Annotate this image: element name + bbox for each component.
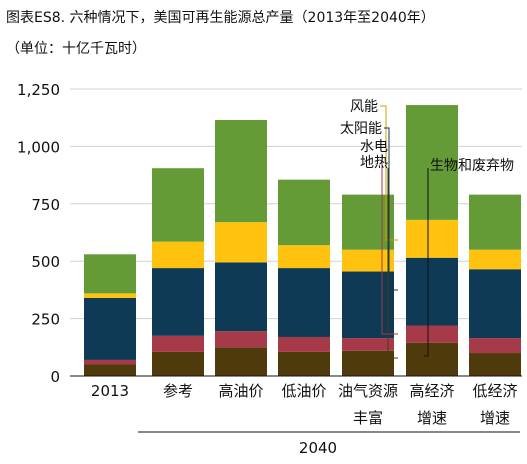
x-tick-label: 低经济	[472, 382, 517, 400]
bar-segment	[152, 335, 204, 352]
bar-segment	[342, 271, 394, 339]
y-tick-label: 500	[31, 253, 60, 271]
bar-segment	[278, 268, 330, 337]
bar-segment	[406, 257, 458, 326]
x-tick-label: 增速	[480, 409, 510, 427]
x-tick-label: 2013	[91, 382, 129, 400]
bar-segment	[469, 194, 521, 250]
bar-segment	[215, 331, 267, 348]
bar-segment	[215, 347, 267, 376]
legend-leader-biomass	[424, 168, 429, 357]
x-tick-label: 参考	[163, 382, 193, 400]
bar-segment	[469, 249, 521, 270]
y-tick-label: 1,250	[17, 81, 60, 99]
bars	[84, 105, 521, 376]
bar-segment	[84, 254, 136, 294]
chart-title: 图表ES8. 六种情况下，美国可再生能源总产量（2013年至2040年）	[6, 10, 435, 26]
bar-segment	[152, 351, 204, 376]
bar-segment	[406, 342, 458, 376]
bar-segment	[278, 336, 330, 352]
bar-segment	[215, 262, 267, 332]
y-tick-label: 250	[31, 311, 60, 329]
chart-subtitle: （单位：十亿千瓦时）	[6, 41, 146, 57]
legend-label-hydro: 水电	[360, 139, 388, 155]
legend-leader-solar	[384, 127, 398, 291]
legend-leader-hydro	[381, 154, 398, 335]
bar-segment	[152, 168, 204, 242]
bar-segment	[342, 249, 394, 272]
bar-segment	[278, 351, 330, 376]
x-tick-label: 增速	[417, 409, 447, 427]
bar-segment	[342, 350, 394, 376]
bar-segment	[152, 268, 204, 336]
bar-segment	[406, 105, 458, 220]
bar-segment	[84, 293, 136, 298]
legend-leader-geothermal	[387, 168, 398, 359]
bar-segment	[469, 269, 521, 339]
bar-segment	[406, 325, 458, 343]
bar-segment	[84, 359, 136, 365]
x-tick-label: 油气资源	[338, 382, 398, 400]
bar-segment	[469, 353, 521, 376]
bar-segment	[278, 245, 330, 269]
bar-segment	[406, 219, 458, 258]
bar-segment	[84, 297, 136, 360]
legend-label-geothermal: 地热	[360, 155, 388, 171]
x-tick-label: 低油价	[281, 382, 326, 400]
legend-leader-wind	[380, 105, 398, 241]
legend-label-wind: 风能	[350, 99, 378, 115]
bar-segment	[342, 338, 394, 351]
legend-label-solar: 太阳能	[340, 121, 382, 137]
x-tick-label: 高经济	[409, 382, 454, 400]
legend-label-biomass: 生物和废弃物	[430, 158, 514, 174]
bar-segment	[152, 241, 204, 269]
y-tick-label: 1,000	[17, 138, 60, 156]
group-label: 2040	[299, 439, 337, 457]
x-tick-label: 丰富	[353, 409, 383, 427]
y-tick-label: 750	[31, 196, 60, 214]
bar-segment	[215, 119, 267, 223]
y-tick-label: 0	[50, 368, 60, 386]
bar-segment	[342, 194, 394, 250]
bar-segment	[84, 364, 136, 376]
bar-segment	[469, 338, 521, 354]
bar-segment	[215, 222, 267, 263]
y-axis-ticks: 0 250 500 750 1,000 1,250	[17, 81, 60, 386]
bar-segment	[278, 179, 330, 246]
x-tick-label: 高油价	[218, 382, 263, 400]
